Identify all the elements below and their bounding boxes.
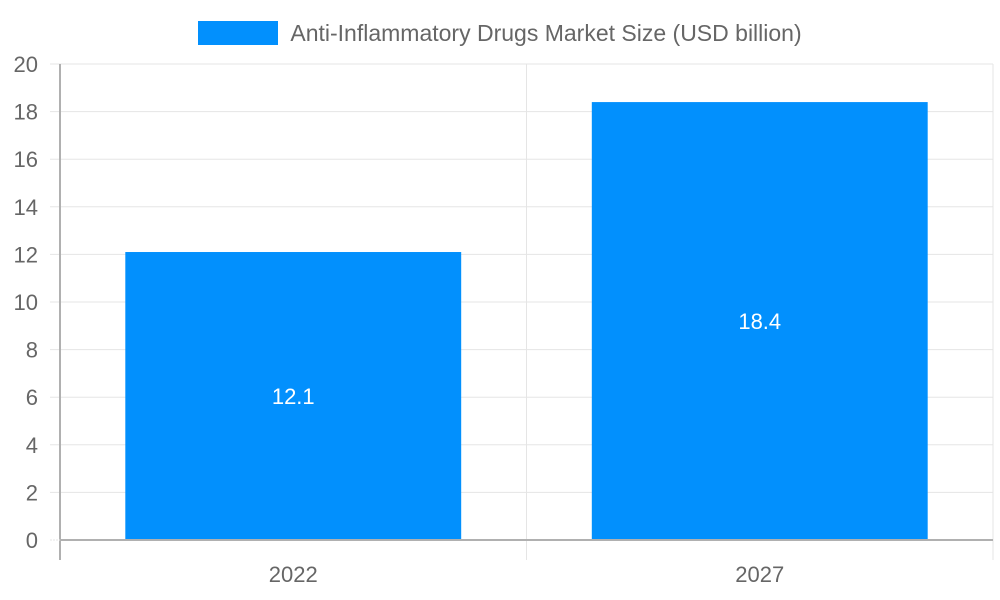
y-tick-label: 20 [14, 52, 38, 77]
bar-value-label: 12.1 [272, 384, 315, 409]
x-tick-label: 2027 [735, 562, 784, 587]
y-tick-label: 8 [26, 338, 38, 363]
x-tick-label: 2022 [269, 562, 318, 587]
y-tick-label: 6 [26, 385, 38, 410]
chart-legend[interactable]: Anti-Inflammatory Drugs Market Size (USD… [0, 18, 1000, 48]
bar-value-label: 18.4 [738, 309, 781, 334]
legend-swatch [198, 21, 279, 45]
bar-2022 [125, 252, 462, 540]
y-tick-label: 16 [14, 147, 38, 172]
y-tick-label: 4 [26, 433, 38, 458]
y-tick-label: 10 [14, 290, 38, 315]
y-tick-label: 14 [14, 195, 38, 220]
y-tick-label: 0 [26, 528, 38, 553]
y-tick-label: 2 [26, 480, 38, 505]
bar-2027 [591, 102, 928, 540]
legend-label: Anti-Inflammatory Drugs Market Size (USD… [290, 19, 802, 46]
y-tick-label: 18 [14, 100, 38, 125]
y-tick-label: 12 [14, 242, 38, 267]
